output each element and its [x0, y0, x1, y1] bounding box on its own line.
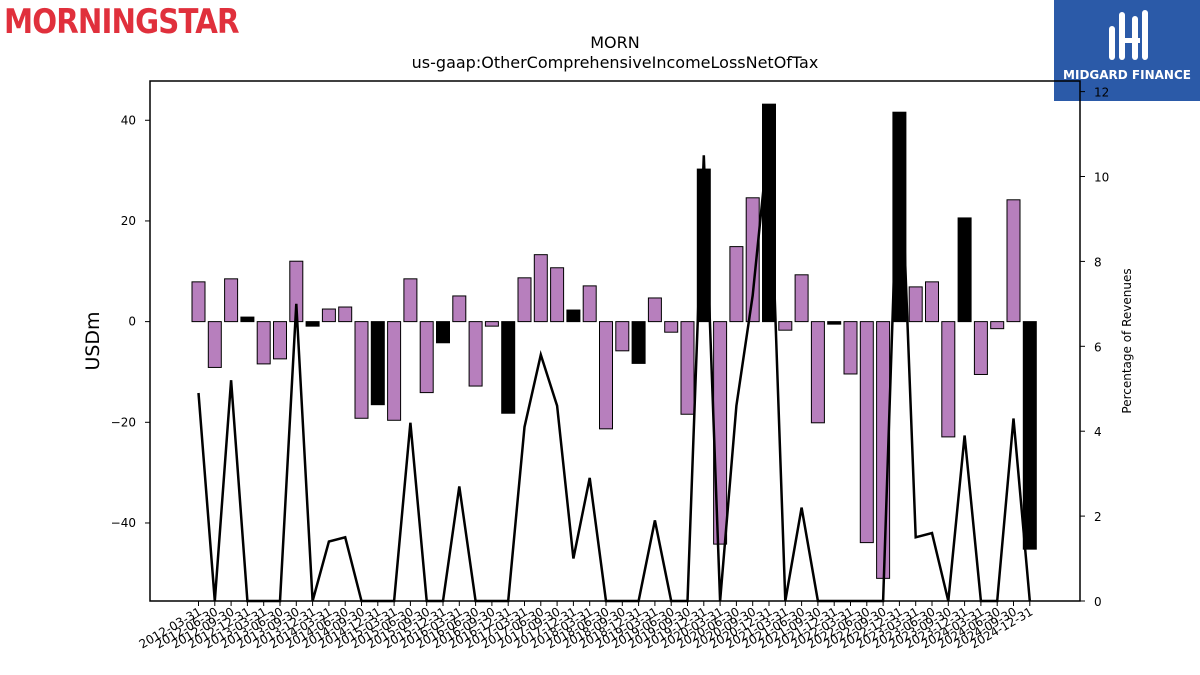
y2-tick-label: 6 — [1094, 340, 1102, 354]
y2-axis-label: Percentage of Revenues — [1120, 268, 1134, 413]
y2-axis: 0 2 4 6 8 10 12 — [1080, 86, 1109, 609]
bar-2018-12-31 — [631, 321, 646, 364]
midgard-logo-mark-icon — [1109, 10, 1148, 60]
bar-2023-12-31 — [957, 217, 972, 323]
y-axis-label: USDm — [82, 311, 104, 370]
bar-2016-12-31 — [501, 321, 516, 414]
midgard-logo-text: MIDGARD FINANCE — [1063, 68, 1191, 82]
y2-tick-label: 12 — [1094, 86, 1109, 100]
bar-2014-03-31 — [321, 308, 336, 323]
x-axis: 2012-03-312012-06-302012-09-302012-12-31… — [137, 601, 1035, 651]
bar-2021-12-31 — [827, 321, 842, 325]
bar-2019-06-30 — [664, 321, 679, 333]
bar-2022-03-31 — [843, 321, 858, 375]
y-tick-label: −20 — [111, 415, 136, 429]
bar-2016-09-30 — [484, 321, 499, 327]
bar-2015-03-31 — [387, 321, 402, 421]
bar-2017-12-31 — [566, 309, 581, 323]
bar-2022-12-31 — [892, 111, 907, 323]
y2-tick-label: 2 — [1094, 510, 1102, 524]
bar-2012-12-31 — [240, 316, 255, 323]
bar-2021-03-31 — [778, 321, 793, 331]
bar-2023-03-31 — [908, 286, 923, 323]
midgard-finance-logo: MIDGARD FINANCE — [1054, 0, 1200, 101]
bar-2012-06-30 — [207, 321, 222, 368]
y-axis: −40 −20 0 20 40 — [111, 113, 150, 530]
chart-subtitle: us-gaap:OtherComprehensiveIncomeLossNetO… — [412, 53, 819, 72]
y2-tick-label: 8 — [1094, 255, 1102, 269]
bar-2021-06-30 — [794, 274, 809, 323]
bar-2019-09-30 — [680, 321, 695, 415]
y-tick-label: −40 — [111, 516, 136, 530]
chart-title: MORN — [590, 33, 639, 52]
plot-frame — [149, 80, 1081, 602]
bar-2024-12-31 — [1022, 321, 1037, 550]
bar-2016-03-31 — [452, 295, 467, 323]
y-tick-label: 20 — [121, 214, 136, 228]
bar-2017-09-30 — [550, 267, 565, 323]
bar-2024-06-30 — [990, 321, 1005, 330]
morningstar-logo-text: MORNINGSTAR — [4, 2, 240, 42]
bar-2018-06-30 — [599, 321, 613, 430]
bar-2013-06-30 — [273, 321, 287, 360]
bar-2014-09-30 — [354, 321, 369, 419]
bar-2019-03-31 — [647, 297, 662, 323]
bar-2024-03-31 — [973, 321, 988, 375]
bar-2020-06-30 — [729, 246, 744, 323]
y-tick-label: 0 — [128, 315, 136, 329]
y2-tick-label: 10 — [1094, 171, 1109, 185]
bar-2021-09-30 — [810, 321, 825, 424]
bars-layer — [191, 103, 1037, 579]
bar-2016-06-30 — [468, 321, 483, 387]
bar-2014-12-31 — [370, 321, 385, 406]
bar-2024-09-30 — [1006, 199, 1021, 323]
bar-2023-09-30 — [941, 321, 956, 438]
bar-2015-06-30 — [403, 278, 418, 323]
y-tick-label: 40 — [121, 113, 136, 127]
bar-2015-09-30 — [419, 321, 434, 394]
bar-2022-06-30 — [859, 321, 874, 544]
morningstar-logo: MORNINGSTAR — [4, 2, 277, 42]
bar-2018-09-30 — [615, 321, 630, 352]
bar-2012-09-30 — [224, 278, 239, 323]
bar-2013-12-31 — [305, 321, 320, 327]
bar-2013-03-31 — [256, 321, 271, 365]
bar-2023-06-30 — [925, 281, 939, 323]
bar-2014-06-30 — [338, 306, 353, 323]
bar-2015-12-31 — [436, 321, 450, 344]
bar-2012-03-31 — [191, 281, 206, 323]
bar-2018-03-31 — [582, 285, 597, 323]
y2-tick-label: 0 — [1094, 595, 1102, 609]
bar-2017-06-30 — [533, 254, 548, 323]
y2-tick-label: 4 — [1094, 425, 1102, 439]
bar-2020-09-30 — [745, 197, 760, 323]
bar-2017-03-31 — [517, 277, 532, 323]
